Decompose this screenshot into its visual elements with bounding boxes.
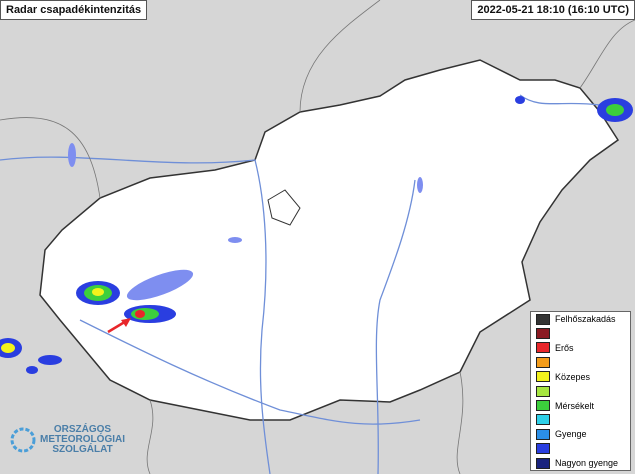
legend-row: Közepes (531, 370, 630, 384)
legend-row (531, 384, 630, 398)
legend-label: Nagyon gyenge (555, 458, 619, 469)
legend: Felhőszakadás Erős Közepes Mérsékelt Gyenge N… (530, 311, 631, 471)
logo: ORSZÁGOS METEOROLÓGIAI SZOLGÁLAT (10, 425, 125, 455)
legend-label: Erős (555, 342, 574, 353)
capital (267, 189, 301, 226)
legend-swatch (536, 371, 550, 383)
legend-swatch (536, 443, 550, 455)
legend-row: Felhőszakadás (531, 312, 630, 326)
legend-swatch (536, 356, 550, 368)
legend-label: Gyenge (555, 429, 587, 440)
legend-swatch (536, 385, 550, 397)
logo-line: ORSZÁGOS (53, 424, 112, 435)
legend-row (531, 413, 630, 427)
title: Radar csapadékintenzitás (0, 0, 148, 20)
legend-label: Mérsékelt (555, 400, 595, 411)
legend-label: Közepes (555, 371, 591, 382)
legend-swatch (536, 414, 550, 426)
legend-swatch (536, 342, 550, 354)
logo-line: SZOLGÁLAT (52, 444, 113, 455)
legend-swatch (536, 313, 550, 325)
legend-row (531, 355, 630, 369)
legend-swatch (536, 400, 550, 412)
legend-row: Mérsékelt (531, 398, 630, 412)
legend-swatch (536, 457, 550, 469)
legend-row: Erős (531, 341, 630, 355)
radar-echoes (0, 96, 633, 374)
arrow-head (121, 318, 131, 327)
legend-swatch (536, 428, 550, 440)
legend-row: Gyenge (531, 427, 630, 441)
legend-row: Nagyon gyenge (531, 456, 630, 470)
logo-text: ORSZÁGOS METEOROLÓGIAI SZOLGÁLAT (40, 425, 125, 455)
rivers (0, 94, 601, 474)
logo-line: METEOROLÓGIAI (40, 434, 125, 445)
logo-icon (10, 427, 36, 453)
timestamp: 2022-05-21 18:10 (16:10 UTC) (471, 0, 635, 20)
legend-row (531, 442, 630, 456)
legend-row (531, 326, 630, 340)
legend-label: Felhőszakadás (555, 314, 616, 325)
legend-swatch (536, 328, 550, 340)
